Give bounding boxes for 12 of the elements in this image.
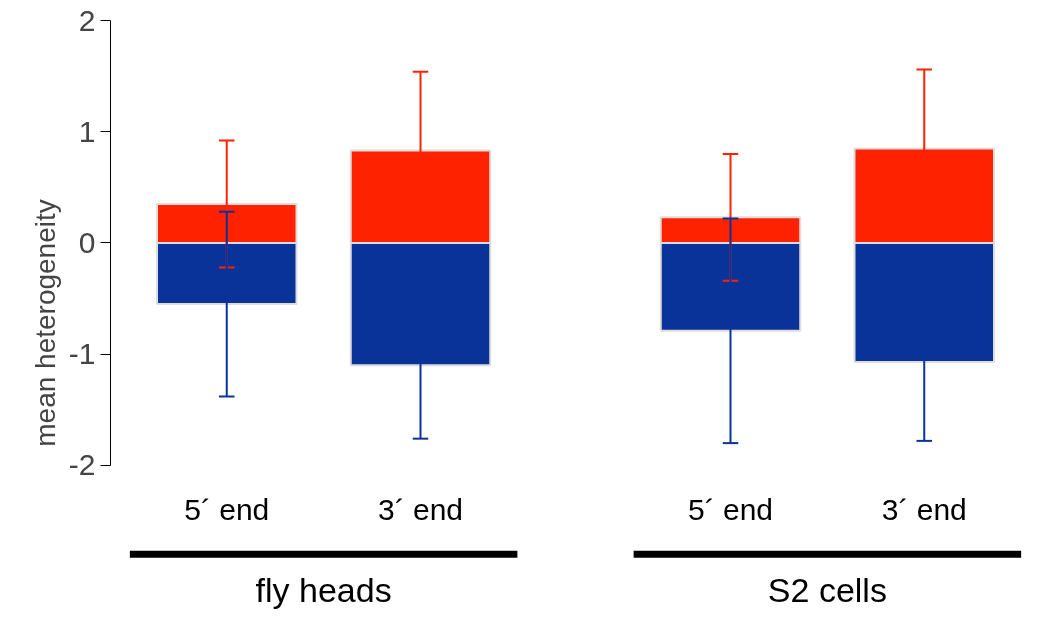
- y-tick-label: 1: [78, 114, 96, 148]
- x-tick-label: 5´ end: [687, 493, 774, 527]
- x-tick-label: 5´ end: [184, 493, 270, 527]
- y-tick-label: -2: [68, 448, 96, 482]
- x-tick-label: 3´ end: [881, 493, 967, 527]
- text: S2 cells: [767, 570, 887, 609]
- text: fly heads: [255, 570, 392, 609]
- x-tick-label: 3´ end: [377, 493, 464, 527]
- y-tick-label: 2: [78, 3, 96, 37]
- y-tick-label: -1: [68, 337, 96, 371]
- y-tick-label: 0: [78, 225, 96, 259]
- y-axis-title: mean heterogeneity: [29, 199, 61, 447]
